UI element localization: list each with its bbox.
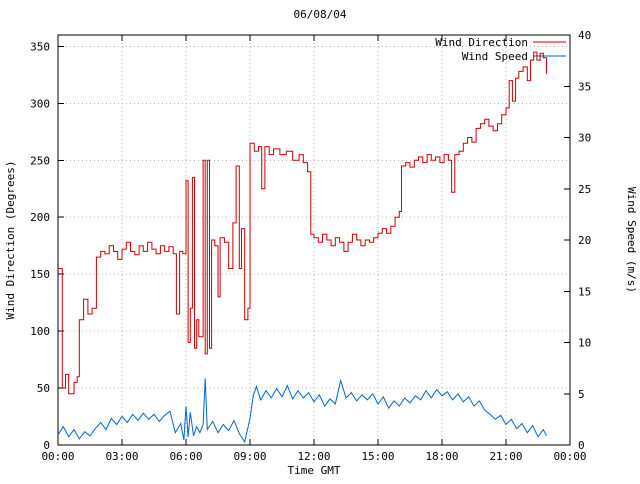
plot-generated: 00:00 03:00 06:00 09:00 12:00 15:00 18:00 21:00…: [30, 29, 591, 463]
y-left-tick-label: 100: [30, 325, 50, 338]
y-right-tick-label: 5: [578, 388, 585, 401]
x-tick-label: 09:00: [233, 450, 266, 463]
y-left-tick-label: 0: [43, 439, 50, 452]
chart-title: 06/08/04: [294, 8, 347, 21]
x-tick-label: 18:00: [425, 450, 458, 463]
y-right-tick-label: 15: [578, 285, 591, 298]
legend-label-wind-speed: Wind Speed: [462, 50, 528, 63]
y-right-tick-label: 25: [578, 183, 591, 196]
x-tick-label: 03:00: [105, 450, 138, 463]
y-right-tick-label: 30: [578, 132, 591, 145]
y-left-tick-label: 350: [30, 40, 50, 53]
x-tick-label: 12:00: [297, 450, 330, 463]
y-axis-right-label: Wind Speed (m/s): [625, 187, 638, 293]
series-wind-direction: [58, 51, 547, 395]
y-left-tick-label: 200: [30, 211, 50, 224]
x-tick-label: 15:00: [361, 450, 394, 463]
y-right-tick-label: 0: [578, 439, 585, 452]
y-right-tick-label: 40: [578, 29, 591, 42]
y-left-tick-label: 250: [30, 154, 50, 167]
x-axis-label: Time GMT: [288, 464, 341, 477]
y-right-tick-label: 20: [578, 234, 591, 247]
y-left-tick-label: 150: [30, 268, 50, 281]
legend-label-wind-direction: Wind Direction: [435, 36, 528, 49]
y-left-tick-label: 50: [37, 382, 50, 395]
x-tick-label: 00:00: [41, 450, 74, 463]
x-tick-label: 06:00: [169, 450, 202, 463]
legend: Wind Direction Wind Speed: [435, 36, 566, 63]
x-tick-label: 00:00: [553, 450, 586, 463]
y-right-tick-label: 35: [578, 80, 591, 93]
series-wind-speed: [57, 378, 547, 444]
y-left-tick-label: 300: [30, 97, 50, 110]
x-tick-label: 21:00: [489, 450, 522, 463]
y-axis-left-label: Wind Direction (Degrees): [4, 161, 17, 320]
y-right-tick-label: 10: [578, 337, 591, 350]
